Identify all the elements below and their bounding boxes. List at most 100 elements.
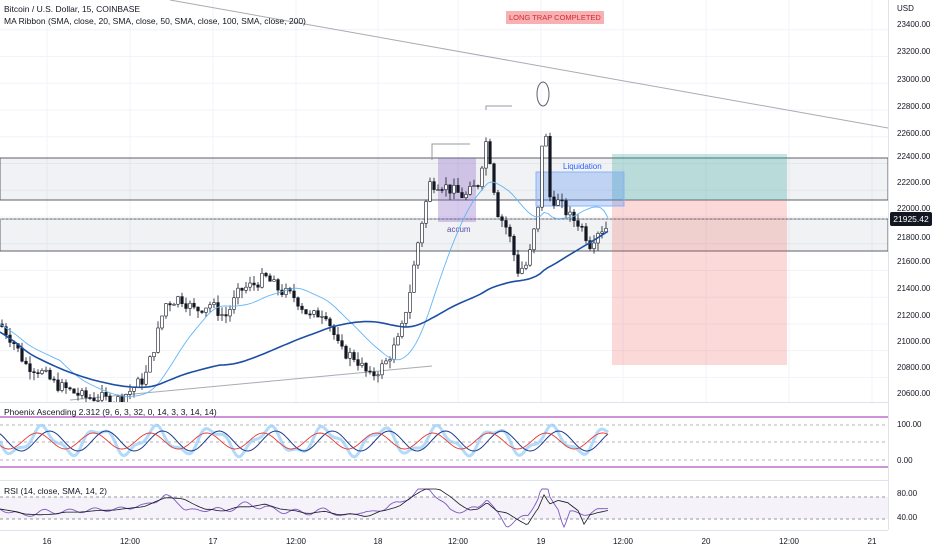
price-tick: 21400.00 [897, 284, 931, 293]
candle-body [172, 303, 176, 306]
candle-body [88, 397, 92, 399]
current-price-tag: 21925.42 [890, 212, 932, 226]
price-tick: 21800.00 [897, 233, 931, 242]
candle-body [452, 185, 456, 194]
time-tick: 18 [373, 537, 383, 546]
candle-body [68, 387, 72, 390]
price-tick: 22200.00 [897, 178, 931, 187]
candle-body [388, 359, 392, 362]
time-axis[interactable]: 16 12:00 17 12:00 18 12:00 19 12:00 20 1… [0, 530, 888, 550]
candle-body [344, 345, 348, 359]
candle-body [168, 303, 172, 306]
candle-body [276, 279, 280, 291]
candle-body [560, 199, 564, 202]
price-chart-pane[interactable]: Liquidation accum Bitcoin / U.S. Dollar, … [0, 0, 889, 413]
high-marker [485, 105, 512, 110]
price-tick: 21200.00 [897, 311, 931, 320]
price-tick: 23200.00 [897, 47, 931, 56]
candle-body [308, 313, 312, 316]
candle-body [76, 392, 80, 396]
candle-body [56, 379, 60, 391]
candle-body [376, 374, 380, 377]
candle-body [208, 304, 212, 309]
candle-body [312, 310, 316, 315]
liquidation-text: Liquidation [563, 162, 602, 171]
price-tick: 22000.00 [897, 204, 931, 213]
phoenix-oscillator-pane[interactable]: Phoenix Ascending 2.312 (9, 6, 3, 32, 0,… [0, 402, 888, 480]
candle-body [28, 363, 32, 372]
candle-body [392, 344, 396, 360]
price-axis[interactable]: USD 23400.00 23200.00 23000.00 22800.00 … [888, 0, 932, 530]
candle-body [140, 378, 144, 385]
price-tick: 23000.00 [897, 75, 931, 84]
candle-body [472, 185, 476, 187]
time-tick: 21 [867, 537, 877, 546]
candle-body [476, 185, 480, 187]
high-marker [431, 143, 470, 160]
candle-body [244, 286, 248, 291]
candle-body [264, 272, 268, 277]
candle-body [516, 254, 520, 274]
candle-body [228, 309, 232, 317]
ma-ribbon-legend[interactable]: MA Ribbon (SMA, close, 20, SMA, close, 5… [4, 16, 306, 26]
candle-body [204, 307, 208, 313]
candle-body [492, 163, 496, 193]
candle-body [368, 370, 372, 373]
candle-body [584, 226, 588, 241]
candle-body [184, 303, 188, 309]
rsi-band [0, 497, 888, 519]
candle-body [80, 390, 84, 396]
price-tick: 21600.00 [897, 257, 931, 266]
candle-body [196, 306, 200, 312]
candle-body [232, 297, 236, 310]
symbol-legend[interactable]: Bitcoin / U.S. Dollar, 15, COINBASE [4, 4, 141, 14]
candle-body [148, 356, 152, 373]
candle-body [156, 327, 160, 353]
price-tick: 22800.00 [897, 102, 931, 111]
candle-body [52, 378, 56, 381]
oscillator-legend[interactable]: Phoenix Ascending 2.312 (9, 6, 3, 32, 0,… [4, 407, 217, 417]
rsi-ma-line [0, 488, 609, 526]
candle-body [484, 141, 488, 169]
candle-body [432, 181, 436, 190]
candle-body [132, 387, 136, 392]
candle-body [520, 267, 524, 274]
time-tick: 12:00 [612, 537, 634, 546]
osc-fill-line [0, 423, 609, 459]
rsi-pane[interactable]: RSI (14, close, SMA, 14, 2) [0, 480, 888, 530]
candle-body [260, 272, 264, 288]
resistance-zone [0, 157, 889, 201]
candle-body [396, 336, 400, 346]
descending-trendline [169, 0, 889, 129]
candle-body [352, 352, 356, 360]
candle-body [528, 249, 532, 266]
currency-label: USD [897, 4, 914, 13]
rsi-legend[interactable]: RSI (14, close, SMA, 14, 2) [4, 486, 107, 496]
price-tick: 20600.00 [897, 389, 931, 398]
osc-signal-line [0, 430, 609, 452]
candle-body [500, 216, 504, 221]
time-tick: 19 [536, 537, 546, 546]
candle-body [356, 359, 360, 366]
candle-body [364, 362, 368, 372]
candle-body [556, 199, 560, 206]
oscillator-tick: 100.00 [897, 420, 922, 429]
candle-body [180, 296, 184, 304]
candle-body [468, 186, 472, 195]
candle-body [436, 189, 440, 191]
candle-body [404, 312, 408, 324]
candle-body [48, 369, 52, 380]
candle-body [92, 397, 96, 401]
candle-body [380, 363, 384, 376]
candle-body [64, 382, 68, 389]
oscillator-tick: 0.00 [897, 456, 913, 465]
candle-body [524, 264, 528, 269]
candle-body [152, 352, 156, 358]
candle-body [176, 296, 180, 305]
candle-body [348, 352, 352, 359]
candle-body [440, 189, 444, 191]
candle-body [424, 201, 428, 224]
candle-body [100, 392, 104, 401]
candle-body [256, 284, 260, 288]
